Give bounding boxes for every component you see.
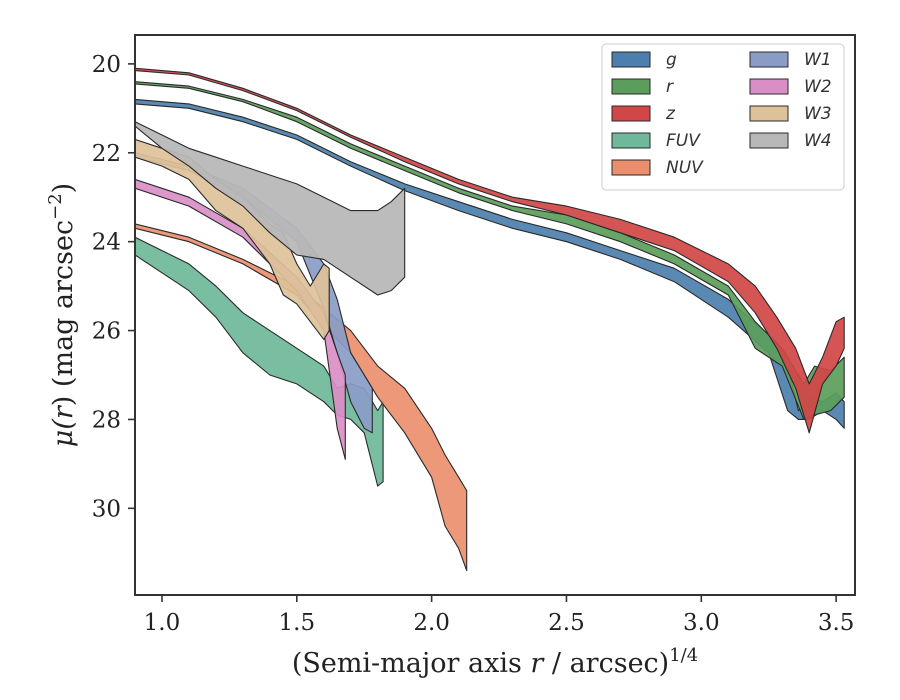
legend-swatch-nuv — [611, 159, 651, 176]
y-axis-label-sup: −2 — [45, 193, 66, 220]
x-tick-label: 3.5 — [818, 610, 855, 636]
y-axis-label: μ(r) (mag arcsec−2) — [45, 183, 79, 447]
x-axis-label-sup: 1/4 — [669, 645, 698, 666]
y-axis-label-post: ) (mag arcsec — [48, 220, 79, 406]
legend-swatch-z — [611, 105, 651, 122]
legend-swatch-fuv — [611, 132, 651, 149]
y-tick-label: 24 — [92, 230, 121, 256]
legend-swatch-g — [611, 51, 651, 68]
x-tick-label: 3.0 — [683, 610, 720, 636]
y-axis-label-close: ) — [48, 183, 79, 194]
band-z — [135, 67, 845, 434]
legend-label-w1: W1 — [804, 50, 832, 70]
legend-label-g: g — [666, 50, 677, 70]
x-tick-label: 1.5 — [279, 610, 316, 636]
plot-frame — [134, 34, 856, 596]
legend-swatch-w4 — [749, 132, 789, 149]
band-r — [135, 81, 845, 420]
x-axis-label-pre: (Semi-major axis — [292, 648, 531, 679]
legend-swatch-w3 — [749, 105, 789, 122]
legend-label-fuv: FUV — [666, 131, 701, 151]
x-axis: 1.0 1.5 2.0 2.5 3.0 3.5 — [144, 595, 855, 636]
legend-label-w3: W3 — [804, 104, 832, 124]
band-g — [135, 98, 845, 429]
legend-label-w2: W2 — [804, 77, 832, 97]
band-w4 — [135, 121, 406, 296]
legend-swatch-w1 — [749, 51, 789, 68]
x-tick-label: 2.0 — [413, 610, 450, 636]
y-axis: 20 22 24 26 28 30 — [92, 52, 135, 522]
data-bands — [135, 67, 845, 572]
x-axis-label-var: r — [530, 648, 545, 679]
x-axis-label: (Semi-major axis r / arcsec)1/4 — [292, 645, 698, 679]
x-axis-label-post: / arcsec) — [543, 648, 669, 679]
x-tick-label: 1.0 — [144, 610, 181, 636]
legend-swatch-w2 — [749, 78, 789, 95]
legend-label-r: r — [666, 77, 674, 97]
x-tick-label: 2.5 — [548, 610, 585, 636]
y-tick-label: 22 — [92, 141, 121, 167]
y-tick-label: 30 — [92, 496, 121, 522]
y-tick-label: 20 — [92, 52, 121, 78]
y-tick-label: 26 — [92, 319, 121, 345]
legend-label-w4: W4 — [804, 131, 832, 151]
legend-label-nuv: NUV — [666, 158, 704, 178]
y-tick-label: 28 — [92, 407, 121, 433]
band-fuv — [135, 236, 384, 487]
legend: grz FUV NUV W1 W2 W3 W4 — [601, 43, 845, 191]
legend-swatch-r — [611, 78, 651, 95]
legend-label-z: z — [665, 104, 676, 124]
y-axis-label-var: r — [48, 404, 79, 419]
y-axis-label-mu: μ( — [48, 418, 79, 448]
